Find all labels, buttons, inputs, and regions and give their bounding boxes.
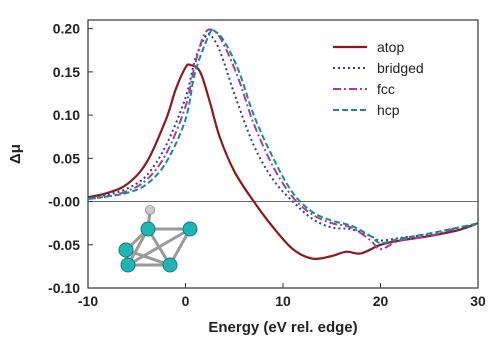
legend-label-hcp: hcp: [377, 102, 400, 118]
y-tick-label: -0.05: [48, 237, 80, 253]
legend-label-bridged: bridged: [377, 60, 424, 76]
cluster-atom: [118, 242, 134, 258]
cluster-atom: [140, 221, 156, 237]
series-line-atop: [87, 63, 479, 260]
x-axis-label: Energy (eV rel. edge): [208, 319, 357, 336]
y-tick-label: 0.15: [53, 64, 80, 80]
adsorbate-atom: [145, 205, 155, 215]
x-tick-label: 10: [275, 293, 291, 309]
cluster-atom: [182, 221, 198, 237]
x-tick-label: -10: [78, 293, 98, 309]
cluster-atom: [162, 257, 178, 273]
series-line-fcc: [87, 28, 479, 251]
series-line-hcp: [87, 28, 479, 245]
legend: atop bridged fcc hcp: [333, 39, 424, 118]
y-axis-label: Δμ: [7, 144, 24, 164]
legend-label-atop: atop: [377, 39, 404, 55]
y-tick-label: -0.00: [48, 194, 80, 210]
series-lines: [87, 28, 479, 260]
x-axis-ticks: -10 0 10 20 30: [78, 283, 486, 309]
series-line-bridged: [87, 32, 479, 242]
y-tick-label: -0.10: [48, 280, 80, 296]
cluster-atom: [120, 257, 136, 273]
y-tick-label: 0.20: [53, 21, 80, 37]
x-tick-label: 0: [182, 293, 190, 309]
y-axis-ticks: -0.10 -0.05 -0.00 0.05 0.10 0.15 0.20: [48, 21, 93, 296]
legend-label-fcc: fcc: [377, 81, 395, 97]
x-tick-label: 30: [470, 293, 486, 309]
x-tick-label: 20: [373, 293, 389, 309]
y-tick-label: 0.05: [53, 150, 80, 166]
cluster-molecule-icon: [118, 205, 198, 273]
cluster-bond: [127, 227, 191, 267]
cluster-bond: [125, 248, 171, 267]
y-tick-label: 0.10: [53, 107, 80, 123]
